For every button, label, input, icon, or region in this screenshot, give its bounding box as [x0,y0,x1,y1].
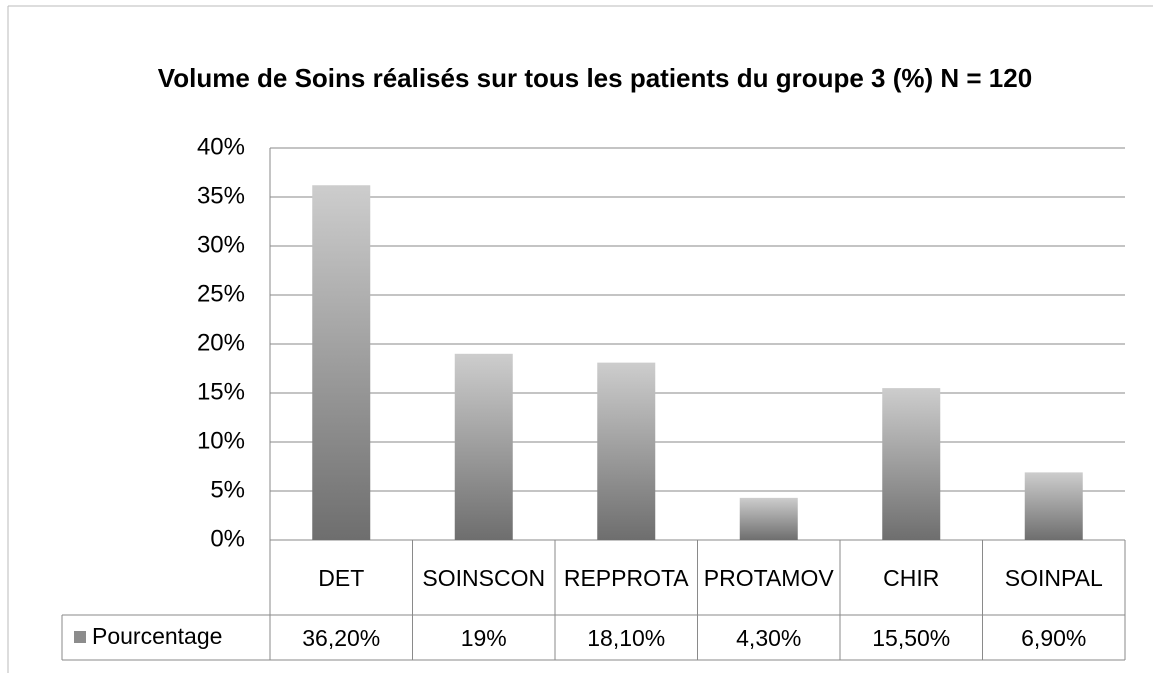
bar [454,353,513,540]
y-tick-label: 0% [210,525,245,552]
y-tick-label: 20% [197,329,245,356]
y-tick-label: 40% [197,133,245,160]
category-label: SOINPAL [1004,564,1103,591]
y-tick-label: 35% [197,182,245,209]
category-label: REPPROTA [563,564,689,591]
bar [312,185,371,541]
legend-swatch [74,631,86,643]
bar [597,362,656,540]
category-label: CHIR [883,564,940,591]
value-label: 18,10% [587,624,666,651]
bar [882,388,941,540]
category-label: PROTAMOV [703,564,834,591]
chart-title: Volume de Soins réalisés sur tous les pa… [157,63,1033,93]
y-tick-label: 25% [197,280,245,307]
value-label: 6,90% [1021,624,1087,651]
category-label: SOINSCON [422,564,546,591]
category-label: DET [318,564,365,591]
value-label: 36,20% [302,624,381,651]
value-label: 15,50% [872,624,951,651]
y-tick-label: 5% [210,476,245,503]
bar [739,497,798,540]
y-tick-label: 10% [197,427,245,454]
y-tick-label: 15% [197,378,245,405]
value-label: 19% [460,624,507,651]
value-label: 4,30% [736,624,802,651]
y-tick-label: 30% [197,231,245,258]
bar [1024,472,1083,540]
legend-label: Pourcentage [92,623,222,649]
